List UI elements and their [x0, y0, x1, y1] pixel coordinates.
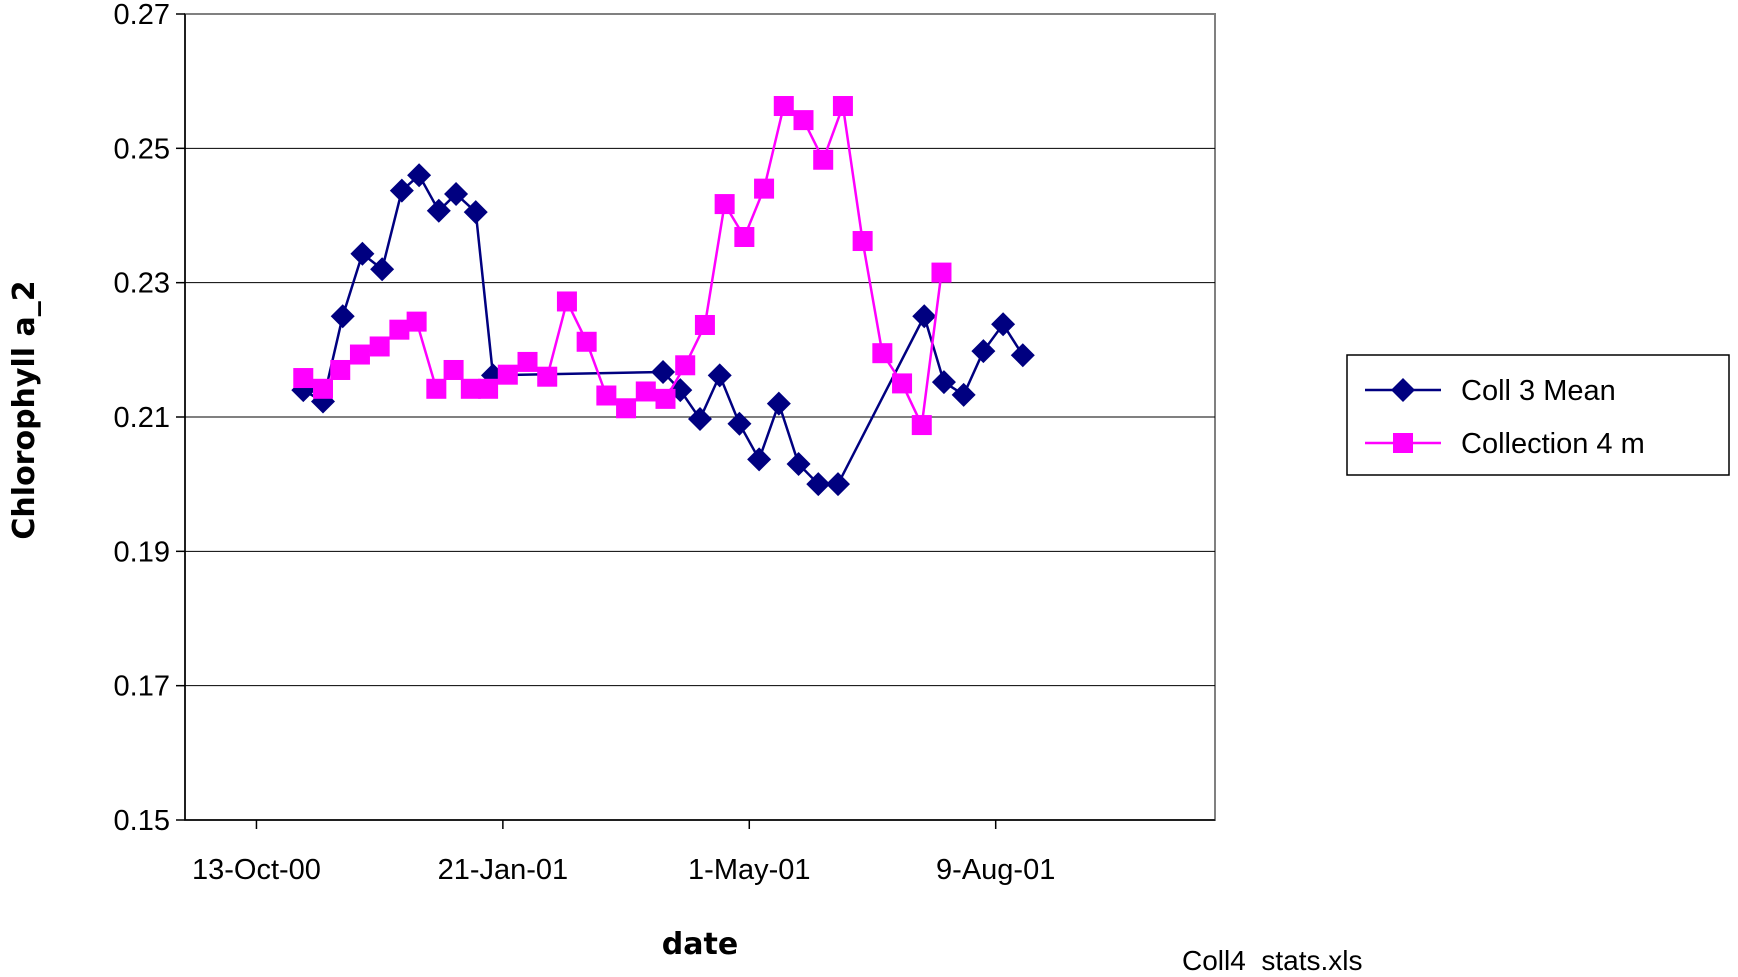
legend: Coll 3 Mean Collection 4 m: [1346, 354, 1730, 476]
legend-marker: [1391, 378, 1415, 402]
data-point: [330, 359, 351, 380]
legend-label: Collection 4 m: [1461, 428, 1645, 460]
data-point: [786, 452, 811, 477]
data-point: [806, 472, 831, 497]
x-tick-label: 21-Jan-01: [438, 854, 569, 886]
data-point: [655, 388, 676, 409]
data-point: [872, 343, 893, 364]
y-axis-ticks: 0.15 0.17 0.19 0.21 0.23 0.25 0.27: [114, 0, 185, 837]
data-point: [766, 391, 791, 416]
footer-filename: Coll4 stats.xls: [1182, 945, 1363, 972]
data-point: [537, 366, 558, 387]
legend-box: [1346, 354, 1730, 476]
data-point: [312, 378, 333, 399]
data-point: [293, 368, 314, 389]
data-point: [694, 314, 715, 335]
y-tick-label: 0.21: [114, 402, 170, 434]
y-tick-label: 0.19: [114, 536, 170, 568]
series-2: [293, 96, 952, 436]
data-point: [911, 415, 932, 436]
data-point: [350, 241, 375, 266]
data-point: [426, 378, 447, 399]
data-point: [754, 178, 775, 199]
data-point: [931, 370, 956, 395]
data-point: [832, 96, 853, 117]
x-tick-label: 13-Oct-00: [192, 854, 321, 886]
y-tick-label: 0.23: [114, 268, 170, 300]
data-point: [444, 182, 469, 207]
data-point: [727, 411, 752, 436]
data-point: [406, 311, 427, 332]
data-point: [497, 364, 518, 385]
legend-marker: [1393, 433, 1413, 453]
data-point: [370, 257, 395, 282]
data-point: [349, 344, 370, 365]
y-axis-title: Chlorophyll a_2: [7, 280, 42, 539]
x-tick-label: 9-Aug-01: [936, 854, 1055, 886]
y-tick-label: 0.15: [114, 805, 170, 837]
data-point: [825, 472, 850, 497]
x-tick-label: 1-May-01: [688, 854, 811, 886]
data-point: [991, 312, 1016, 337]
data-point: [707, 363, 732, 388]
data-point: [463, 200, 488, 225]
data-point: [931, 262, 952, 283]
gridlines: [185, 147, 1215, 687]
data-point: [892, 373, 913, 394]
series-layer: [291, 96, 1035, 497]
data-point: [793, 110, 814, 131]
data-point: [813, 149, 834, 170]
data-point: [369, 336, 390, 357]
data-point: [478, 378, 499, 399]
data-point: [651, 359, 676, 384]
data-point: [747, 447, 772, 472]
data-point: [517, 351, 538, 372]
data-point: [616, 398, 637, 419]
data-point: [971, 339, 996, 364]
data-point: [912, 304, 937, 329]
data-point: [426, 198, 451, 223]
data-point: [734, 226, 755, 247]
data-point: [714, 194, 735, 215]
y-tick-label: 0.17: [114, 671, 170, 703]
legend-item: Coll 3 Mean: [1365, 375, 1616, 407]
data-point: [330, 304, 355, 329]
y-tick-label: 0.27: [114, 0, 170, 31]
x-axis-ticks: 13-Oct-00 21-Jan-01 1-May-01 9-Aug-01: [192, 820, 1055, 886]
data-point: [951, 382, 976, 407]
data-point: [675, 355, 696, 376]
data-point: [389, 319, 410, 340]
data-point: [688, 407, 712, 432]
series-1: [291, 163, 1035, 497]
x-axis-title: date: [662, 927, 738, 962]
data-point: [596, 385, 617, 406]
data-point: [556, 291, 577, 312]
data-point: [443, 359, 464, 380]
data-point: [460, 378, 481, 399]
data-point: [773, 96, 794, 117]
data-point: [635, 381, 656, 402]
y-tick-label: 0.25: [114, 133, 170, 165]
data-point: [576, 331, 597, 352]
data-point: [852, 231, 873, 252]
data-point: [1010, 343, 1035, 368]
legend-item: Collection 4 m: [1365, 428, 1645, 460]
data-point: [389, 178, 414, 203]
data-point: [407, 163, 432, 188]
legend-label: Coll 3 Mean: [1461, 375, 1616, 407]
